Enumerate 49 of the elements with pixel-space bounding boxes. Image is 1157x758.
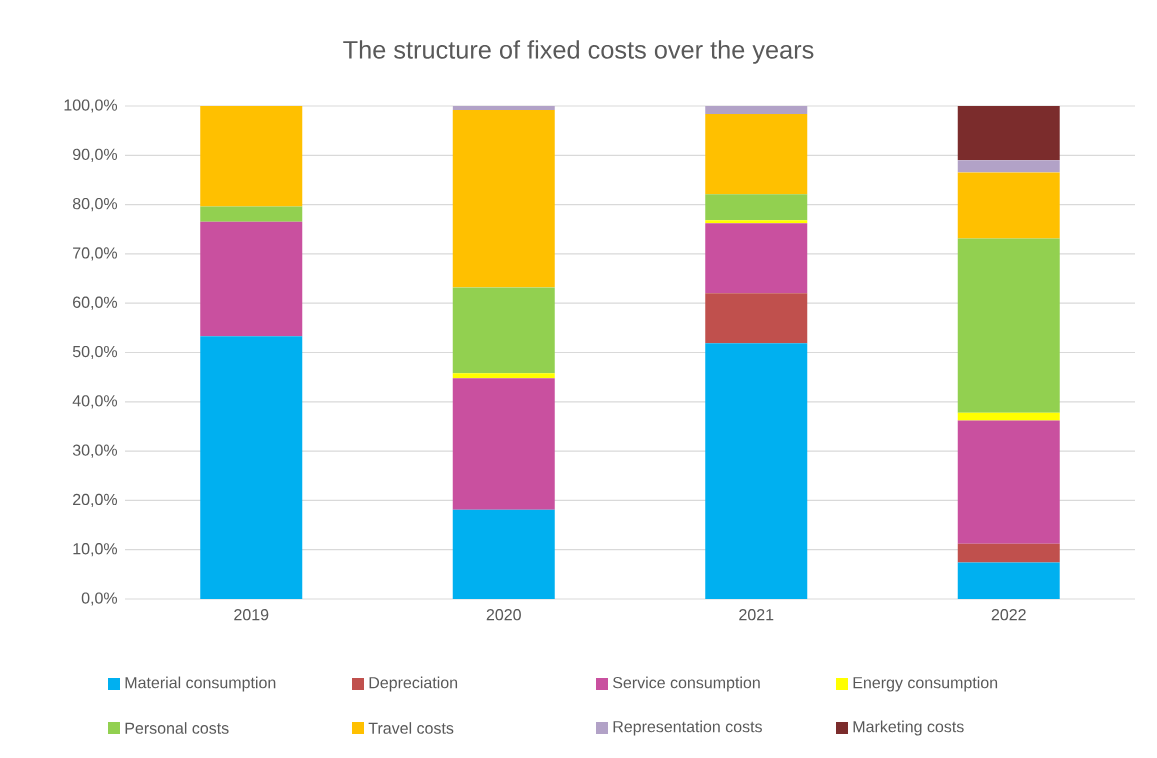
bar <box>705 220 808 224</box>
bar <box>705 113 808 195</box>
bar <box>957 160 1060 173</box>
y-tick-label: 40,0% <box>72 395 118 409</box>
legend-label: Personal costs <box>125 722 229 734</box>
legend-label: Marketing costs <box>853 720 964 736</box>
y-tick-label: 50,0% <box>72 345 118 360</box>
bar <box>957 172 1060 239</box>
bar <box>705 106 808 114</box>
bar <box>200 106 303 207</box>
y-tick-label: 80,0% <box>72 197 118 212</box>
legend-label: Material consumption <box>125 676 276 692</box>
y-tick-label: 30,0% <box>72 444 118 458</box>
bar <box>705 223 808 294</box>
bar <box>705 343 808 599</box>
bar <box>957 562 1060 599</box>
bar <box>705 293 808 344</box>
legend-label: Travel costs <box>368 722 454 734</box>
bar <box>452 378 555 510</box>
x-tick-label: 2019 <box>234 609 269 621</box>
y-tick-label: 60,0% <box>73 296 118 310</box>
y-tick-label: 90,0% <box>73 148 118 162</box>
legend-label: Representation costs <box>613 720 762 736</box>
x-tick-label: 2021 <box>739 609 774 621</box>
y-tick-label: 100,0% <box>64 99 118 113</box>
bar <box>452 373 555 379</box>
bar <box>957 412 1060 421</box>
bar <box>200 206 303 222</box>
x-tick-label: 2022 <box>991 609 1026 621</box>
bar <box>957 238 1060 413</box>
y-tick-label: 10,0% <box>73 543 118 557</box>
chart-title: The structure of fixed costs over the years <box>343 40 814 64</box>
bar <box>452 109 555 288</box>
bar <box>957 420 1060 544</box>
bar <box>200 221 303 337</box>
bar <box>452 509 555 599</box>
bar <box>452 287 555 374</box>
x-tick-label: 2020 <box>486 609 521 621</box>
y-tick-label: 70,0% <box>73 247 118 261</box>
bar <box>200 336 303 599</box>
bar <box>705 194 808 221</box>
legend-label: Energy consumption <box>853 676 998 692</box>
bar <box>957 543 1060 563</box>
legend-label: Depreciation <box>369 676 458 692</box>
bar <box>957 106 1060 161</box>
legend-label: Service consumption <box>613 676 760 692</box>
y-tick-label: 0,0% <box>81 592 118 606</box>
y-tick-label: 20,0% <box>73 493 118 508</box>
bar <box>452 106 555 110</box>
